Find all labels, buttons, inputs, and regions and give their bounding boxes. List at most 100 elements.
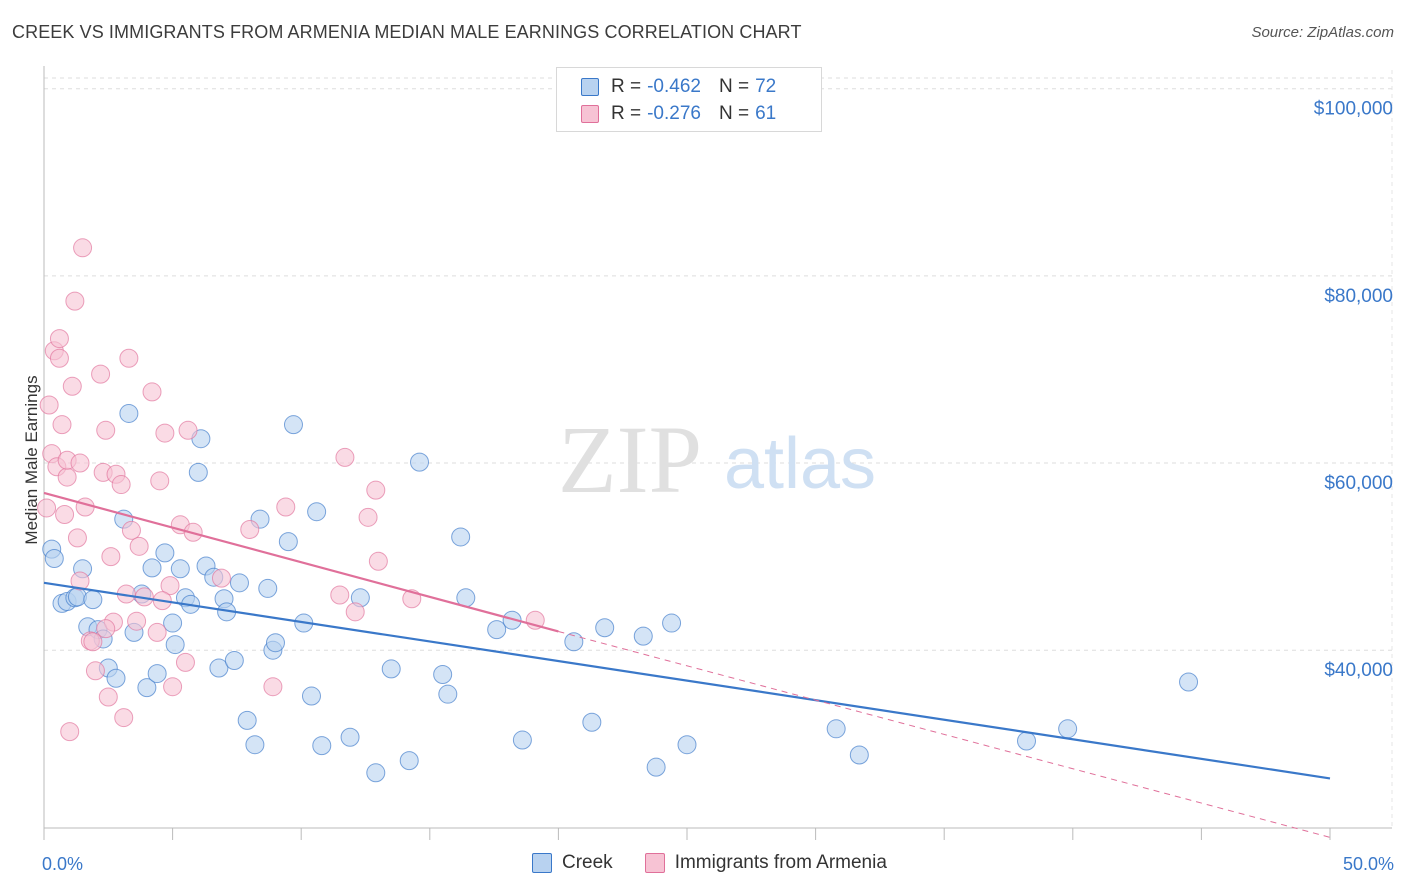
creek-point [366, 763, 386, 783]
y-tick-label: $100,000 [1314, 99, 1393, 120]
armenia-point [85, 661, 105, 681]
creek-point [265, 633, 285, 653]
creek-point [451, 527, 471, 547]
armenia-point [163, 677, 183, 697]
armenia-point [49, 329, 69, 349]
armenia-point [366, 480, 386, 500]
armenia-point [70, 453, 90, 473]
armenia-point [175, 652, 195, 672]
armenia-point [55, 505, 75, 525]
creek-point [646, 757, 666, 777]
y-axis-label: Median Male Earnings [22, 375, 41, 545]
legend-label-creek: Creek [562, 852, 613, 873]
armenia-point [75, 497, 95, 517]
creek-point [155, 543, 175, 563]
creek-point [312, 736, 332, 756]
armenia-point [276, 497, 296, 517]
armenia-point [98, 687, 118, 707]
armenia-point [65, 291, 85, 311]
armenia-point [119, 348, 139, 368]
armenia-point [62, 376, 82, 396]
creek-point [399, 751, 419, 771]
armenia-point [96, 420, 116, 440]
creek-point [137, 678, 157, 698]
creek-point [147, 664, 167, 684]
stats-legend: R = -0.462 N = 72 R = -0.276 N = 61 [556, 67, 822, 132]
r-value: -0.276 [647, 103, 701, 124]
creek-point [163, 613, 183, 633]
chart-title: CREEK VS IMMIGRANTS FROM ARMENIA MEDIAN … [12, 22, 802, 42]
source-label: Source: ZipAtlas.com [1251, 24, 1394, 41]
creek-point [119, 403, 139, 423]
creek-point [410, 452, 430, 472]
creek-point [433, 665, 453, 685]
watermark: ZIP atlas [558, 406, 876, 513]
creek-point [106, 668, 126, 688]
armenia-swatch [644, 853, 665, 873]
armenia-point [142, 382, 162, 402]
creek-point [1017, 731, 1037, 751]
armenia-point [345, 602, 365, 622]
axes [43, 66, 1392, 840]
creek-point [278, 532, 298, 552]
n-value: 72 [755, 76, 777, 97]
armenia-point [330, 585, 350, 605]
armenia-point [60, 722, 80, 742]
r-label: R = [611, 76, 642, 97]
armenia-point [37, 498, 57, 518]
armenia-point [211, 568, 231, 588]
armenia-point [155, 423, 175, 443]
creek-point [582, 712, 602, 732]
creek-point [662, 613, 682, 633]
creek-point [564, 632, 584, 652]
creek-point [283, 415, 303, 435]
armenia-point [49, 348, 69, 368]
legend-row-creek: R = -0.462 N = 72 [581, 74, 776, 100]
x-tick-label: 50.0% [1343, 854, 1394, 874]
armenia-point [96, 619, 116, 639]
tick-labels: $40,000 $60,000 $80,000 $100,000 0.0% 50.0% [42, 99, 1394, 874]
creek-point [502, 610, 522, 630]
armenia-point [358, 507, 378, 527]
armenia-point [127, 611, 147, 631]
r-value: -0.462 [647, 76, 701, 97]
creek-point [301, 686, 321, 706]
series-legend: Creek Immigrants from Armenia [532, 852, 919, 874]
creek-point [487, 620, 507, 640]
creek-point [67, 587, 87, 607]
creek-point [83, 590, 103, 610]
legend-item-creek[interactable]: Creek [532, 852, 613, 874]
armenia-point [178, 420, 198, 440]
armenia-point [39, 395, 59, 415]
armenia-point [129, 536, 149, 556]
armenia-point [70, 571, 90, 591]
y-tick-label: $60,000 [1324, 473, 1393, 494]
n-value: 61 [755, 103, 777, 124]
gridlines [44, 70, 1393, 828]
armenia-point [52, 415, 72, 435]
creek-point [165, 635, 185, 655]
creek-swatch [532, 853, 552, 873]
creek-point [1179, 672, 1199, 692]
creek-point [595, 618, 615, 638]
armenia-point [67, 528, 87, 548]
creek-trend-line [43, 581, 1331, 780]
creek-point [381, 659, 401, 679]
armenia-point [101, 547, 121, 567]
creek-point [209, 658, 229, 678]
armenia-point [73, 238, 93, 258]
armenia-point [121, 520, 141, 540]
creek-point [142, 558, 162, 578]
armenia-point [263, 677, 283, 697]
armenia-point [335, 447, 355, 467]
creek-point [677, 735, 697, 755]
n-label: N = [718, 76, 750, 97]
x-tick-label: 0.0% [42, 854, 83, 874]
watermark-zip: ZIP [558, 406, 702, 513]
creek-point [44, 548, 64, 568]
legend-row-armenia: R = -0.276 N = 61 [581, 101, 776, 127]
creek-swatch [581, 78, 599, 96]
creek-point [229, 573, 249, 593]
legend-item-armenia[interactable]: Immigrants from Armenia [644, 852, 887, 874]
